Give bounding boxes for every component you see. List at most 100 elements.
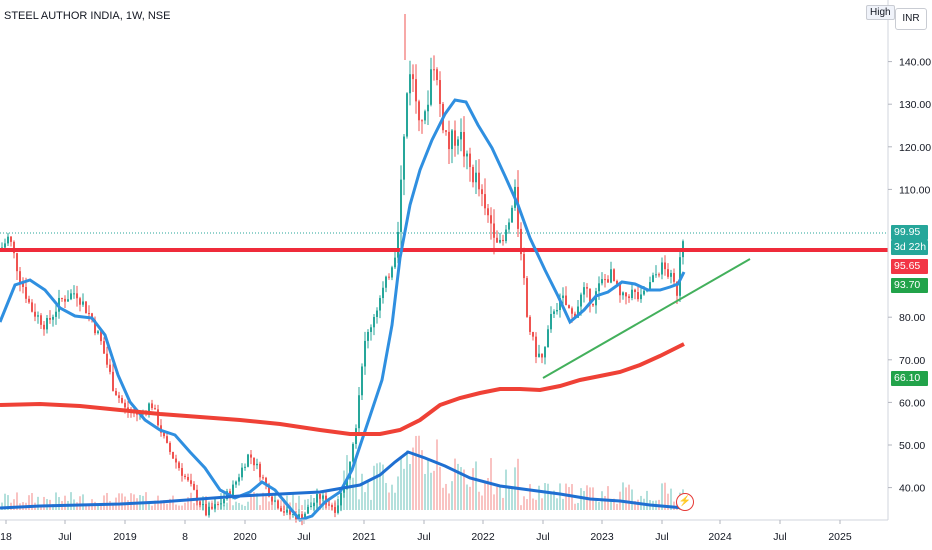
flash-icon[interactable]: ⚡ bbox=[676, 493, 694, 511]
volume-bar bbox=[364, 492, 366, 510]
candle-body bbox=[355, 428, 357, 444]
candle-body bbox=[424, 111, 426, 121]
candle-body bbox=[466, 153, 468, 157]
candle-body bbox=[265, 477, 267, 485]
candle-body bbox=[532, 331, 534, 337]
volume-bar bbox=[427, 458, 429, 510]
candle-body bbox=[19, 271, 21, 283]
candle-body bbox=[490, 215, 492, 224]
candle-body bbox=[175, 458, 177, 463]
volume-bar bbox=[397, 476, 399, 510]
candle-body bbox=[562, 295, 564, 298]
volume-bar bbox=[406, 450, 408, 510]
x-tick-label: Jul bbox=[297, 531, 310, 543]
candle-body bbox=[10, 236, 12, 242]
candle-body bbox=[199, 501, 201, 506]
x-tick-label: 2024 bbox=[708, 531, 732, 543]
candle-body bbox=[46, 318, 48, 330]
volume-bar bbox=[43, 496, 45, 510]
volume-bar bbox=[70, 492, 72, 510]
candle-body bbox=[313, 502, 315, 507]
volume-ma-line bbox=[0, 450, 685, 510]
candle-body bbox=[82, 301, 84, 305]
candle-body bbox=[667, 269, 669, 277]
candle-body bbox=[463, 131, 465, 157]
volume-bar bbox=[520, 505, 522, 510]
candle-body bbox=[268, 484, 270, 497]
candle-body bbox=[502, 239, 504, 242]
volume-bar bbox=[172, 495, 174, 510]
volume-bar bbox=[169, 498, 171, 510]
candle-body bbox=[112, 371, 114, 391]
candle-body bbox=[397, 231, 399, 258]
candle-body bbox=[460, 131, 462, 140]
candle-body bbox=[97, 331, 99, 334]
candle-body bbox=[487, 208, 489, 216]
volume-bar bbox=[238, 502, 240, 510]
candle-body bbox=[661, 262, 663, 275]
candle-body bbox=[64, 298, 66, 302]
volume-bar bbox=[181, 505, 183, 510]
candle-body bbox=[538, 353, 540, 357]
volume-bar bbox=[358, 499, 360, 510]
volume-bar bbox=[295, 502, 297, 510]
candle-body bbox=[544, 347, 546, 358]
volume-bar bbox=[415, 435, 417, 510]
volume-bar bbox=[103, 495, 105, 510]
volume-bar bbox=[466, 484, 468, 510]
candle-body bbox=[616, 280, 618, 285]
volume-bar bbox=[247, 501, 249, 510]
volume-bar bbox=[595, 498, 597, 510]
countdown-label: 3d 22h bbox=[891, 240, 928, 255]
candle-body bbox=[31, 302, 33, 312]
candle-body bbox=[445, 130, 447, 132]
volume-bar bbox=[58, 497, 60, 510]
candle-body bbox=[289, 509, 291, 515]
candle-body bbox=[85, 301, 87, 314]
volume-bar bbox=[373, 465, 375, 510]
volume-bar bbox=[661, 483, 663, 510]
volume-bar bbox=[583, 490, 585, 510]
candle-body bbox=[343, 488, 345, 493]
candles bbox=[1, 14, 684, 526]
x-tick-label: Jul bbox=[655, 531, 668, 543]
x-tick-label: Jul bbox=[58, 531, 71, 543]
currency-badge[interactable]: INR bbox=[895, 8, 927, 30]
candle-body bbox=[301, 514, 303, 521]
candle-body bbox=[391, 267, 393, 278]
y-tick-label: 110.00 bbox=[899, 184, 930, 196]
candle-body bbox=[364, 340, 366, 367]
volume-bar bbox=[226, 502, 228, 510]
candle-body bbox=[673, 272, 675, 282]
volume-bar bbox=[493, 494, 495, 510]
candle-body bbox=[637, 292, 639, 300]
candle-body bbox=[193, 483, 195, 490]
x-tick-label: 2022 bbox=[471, 531, 495, 543]
volume-bar bbox=[361, 473, 363, 510]
candle-body bbox=[565, 295, 567, 306]
candle-body bbox=[310, 506, 312, 508]
candle-body bbox=[94, 319, 96, 334]
candle-body bbox=[451, 130, 453, 150]
candle-body bbox=[277, 500, 279, 509]
volume-bar bbox=[442, 487, 444, 510]
y-tick-label: 140.00 bbox=[899, 57, 931, 69]
high-badge[interactable]: High bbox=[866, 5, 895, 20]
candle-body bbox=[196, 489, 198, 502]
candle-body bbox=[427, 104, 429, 112]
candle-body bbox=[571, 308, 573, 314]
volume-bar bbox=[523, 496, 525, 510]
volume-bar bbox=[298, 495, 300, 510]
candle-body bbox=[214, 504, 216, 509]
volume-bar bbox=[376, 463, 378, 510]
candle-body bbox=[457, 139, 459, 146]
volume-bar bbox=[1, 502, 3, 510]
candle-body bbox=[580, 294, 582, 307]
candle-body bbox=[256, 463, 258, 466]
volume-bar bbox=[400, 457, 402, 510]
volume-bar bbox=[562, 498, 564, 510]
volume-bar bbox=[382, 464, 384, 510]
candle-body bbox=[352, 443, 354, 462]
